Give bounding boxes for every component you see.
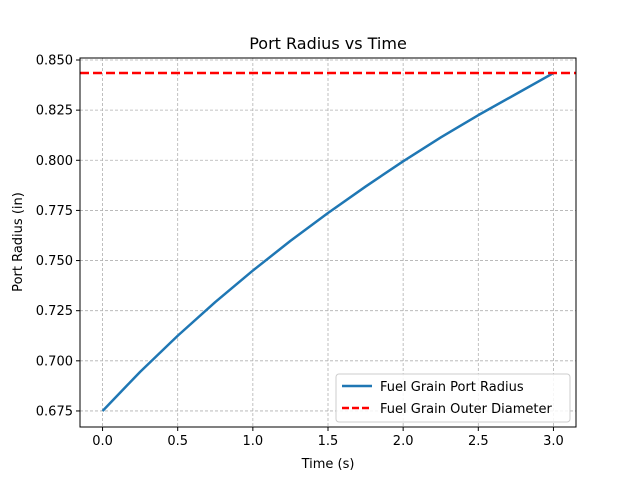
y-tick-label: 0.850 bbox=[36, 54, 73, 69]
x-tick-label: 1.0 bbox=[243, 434, 264, 449]
y-tick-label: 0.750 bbox=[36, 254, 73, 269]
x-tick-label: 3.0 bbox=[543, 434, 564, 449]
y-tick-label: 0.700 bbox=[36, 354, 73, 369]
x-tick-label: 2.5 bbox=[468, 434, 489, 449]
legend-box bbox=[335, 373, 571, 423]
chart-title: Port Radius vs Time bbox=[249, 34, 407, 53]
x-tick-label: 0.5 bbox=[167, 434, 188, 449]
grid bbox=[80, 58, 576, 427]
x-axis: 0.0 0.5 1.0 1.5 2.0 2.5 3.0 bbox=[92, 427, 564, 449]
x-tick-label: 0.0 bbox=[92, 434, 113, 449]
plot-lines bbox=[80, 71, 576, 412]
legend-label-outer-diameter: Fuel Grain Outer Diameter bbox=[380, 402, 553, 417]
legend: Fuel Grain Port Radius Fuel Grain Outer … bbox=[335, 373, 571, 423]
x-axis-label: Time (s) bbox=[301, 457, 355, 472]
y-tick-label: 0.725 bbox=[36, 304, 73, 319]
x-tick-label: 1.5 bbox=[318, 434, 339, 449]
y-tick-label: 0.825 bbox=[36, 104, 73, 119]
legend-label-port-radius: Fuel Grain Port Radius bbox=[380, 380, 524, 395]
y-tick-label: 0.800 bbox=[36, 154, 73, 169]
y-axis-label: Port Radius (in) bbox=[11, 192, 26, 292]
series-line-port-radius bbox=[101, 71, 555, 412]
y-axis: 0.675 0.700 0.725 0.750 0.775 0.800 0.825 0.850 bbox=[36, 54, 80, 419]
x-tick-label: 2.0 bbox=[393, 434, 414, 449]
y-tick-label: 0.675 bbox=[36, 404, 73, 419]
y-tick-label: 0.775 bbox=[36, 204, 73, 219]
